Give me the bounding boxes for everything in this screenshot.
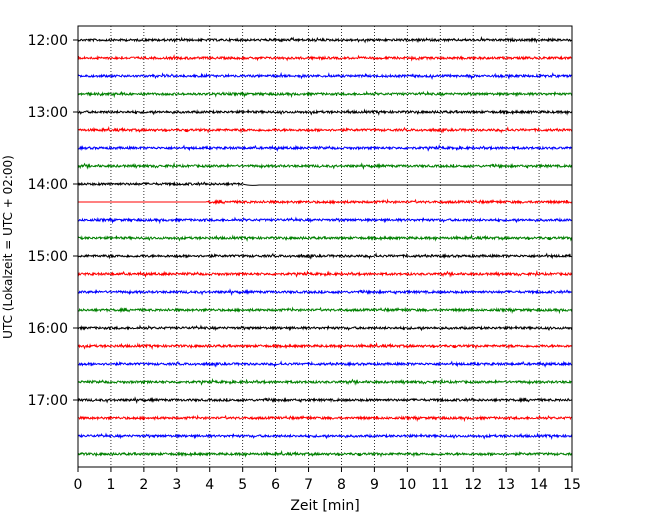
trace-row (77, 324, 573, 332)
trace-row (77, 341, 573, 351)
trace-line (77, 144, 573, 152)
trace-line (77, 35, 573, 44)
trace-row (77, 125, 573, 134)
x-tick-label: 10 (398, 477, 416, 493)
trace-row (77, 216, 573, 225)
trace-line (77, 341, 573, 351)
y-tick-label: 14:00 (28, 177, 68, 193)
plot-frame (77, 25, 573, 468)
trace-line (77, 377, 573, 386)
trace-line (77, 360, 573, 368)
trace-line (77, 54, 573, 62)
trace-row (77, 54, 573, 62)
x-tick-label: 14 (530, 477, 548, 493)
x-tick-label: 8 (337, 477, 346, 493)
y-tick-label: 17:00 (28, 393, 68, 409)
trace-line (77, 180, 243, 187)
trace-line (77, 71, 573, 81)
trace-line (77, 233, 573, 243)
trace-flat-segment (242, 183, 572, 186)
trace-line (77, 125, 573, 134)
x-tick-label: 0 (74, 477, 83, 493)
trace-line (77, 161, 573, 170)
trace-row (77, 108, 573, 117)
trace-row (77, 71, 573, 81)
trace-row (77, 432, 573, 441)
trace-line (77, 288, 573, 296)
y-tick-label: 13:00 (28, 105, 68, 121)
y-axis-label: UTC (Lokalzeit = UTC + 02:00) (1, 155, 15, 339)
x-tick-label: 4 (205, 477, 214, 493)
trace-line (77, 432, 573, 441)
trace-row (77, 377, 573, 386)
trace-row (77, 360, 573, 368)
seismic-traces (77, 35, 573, 458)
trace-row (77, 252, 573, 260)
trace-row (77, 414, 573, 423)
trace-row (77, 269, 573, 278)
trace-line (77, 252, 573, 260)
x-tick-label: 9 (370, 477, 379, 493)
x-tick-label: 15 (563, 477, 581, 493)
trace-line (77, 306, 573, 315)
x-tick-label: 7 (304, 477, 313, 493)
trace-row (77, 180, 572, 187)
trace-row (77, 35, 573, 44)
x-tick-label: 11 (431, 477, 449, 493)
trace-line (77, 449, 573, 458)
trace-line (77, 414, 573, 423)
trace-line (77, 90, 573, 99)
y-axis: 12:00 13:00 14:00 15:00 16:00 17:00 (28, 33, 78, 409)
trace-row (77, 90, 573, 99)
trace-row (78, 198, 573, 206)
x-tick-label: 12 (464, 477, 482, 493)
y-tick-label: 15:00 (28, 249, 68, 265)
trace-line (77, 108, 573, 117)
trace-row (77, 144, 573, 152)
y-tick-label: 16:00 (28, 321, 68, 337)
trace-line (77, 269, 573, 278)
x-axis-label: Zeit [min] (290, 498, 359, 514)
trace-line (206, 198, 573, 206)
trace-line (77, 216, 573, 225)
trace-row (77, 233, 573, 243)
trace-row (77, 396, 573, 404)
x-tick-label: 13 (497, 477, 515, 493)
x-tick-label: 1 (106, 477, 115, 493)
trace-row (77, 449, 573, 458)
x-tick-label: 5 (238, 477, 247, 493)
trace-row (77, 161, 573, 170)
x-tick-label: 2 (139, 477, 148, 493)
trace-line (77, 324, 573, 332)
x-tick-label: 6 (271, 477, 280, 493)
y-tick-label: 12:00 (28, 33, 68, 49)
x-axis: 0 1 2 3 4 5 6 7 8 9 10 11 12 13 14 15 (74, 467, 581, 493)
x-tick-label: 3 (172, 477, 181, 493)
trace-row (77, 306, 573, 315)
trace-line (77, 396, 573, 404)
trace-row (77, 288, 573, 296)
